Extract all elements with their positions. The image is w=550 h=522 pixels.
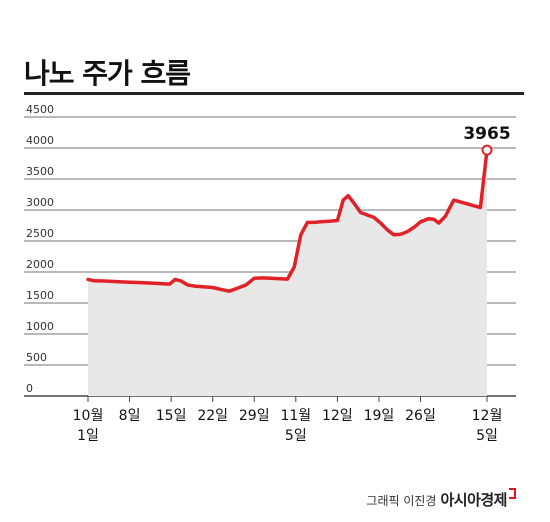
- chart-title: 나노 주가 흐름: [24, 57, 191, 90]
- x-tick-1-0: 8일: [119, 408, 141, 424]
- y-tick-2500: 2500: [26, 227, 54, 240]
- y-tick-3000: 3000: [26, 196, 54, 209]
- x-tick-3-0: 22일: [197, 408, 228, 424]
- y-tick-1500: 1500: [26, 289, 54, 302]
- x-tick-0-0: 10월: [73, 408, 104, 424]
- y-tick-3500: 3500: [26, 165, 54, 178]
- y-tick-500: 500: [26, 351, 47, 364]
- brand-name: 아시아경제: [440, 491, 507, 509]
- y-tick-2000: 2000: [26, 258, 54, 271]
- x-tick-0-1: 1일: [77, 428, 99, 444]
- x-axis-labels: 10월 1일 8일 15일 22일 29일 11월 5일 12일 19일 26일 12월 5일: [73, 396, 503, 444]
- x-tick-5-0: 11월: [280, 408, 311, 424]
- price-line: [86, 148, 489, 293]
- y-tick-1000: 1000: [26, 320, 54, 333]
- price-area: [88, 150, 487, 396]
- x-tick-7-0: 19일: [364, 408, 395, 424]
- x-tick-6-0: 12일: [322, 408, 353, 424]
- title-divider: [24, 92, 524, 95]
- y-tick-4500: 4500: [26, 103, 54, 116]
- y-tick-4000: 4000: [26, 134, 54, 147]
- y-axis-labels: 0 500 1000 1500 2000 2500 3000 3500 4000 4500: [26, 103, 54, 395]
- end-point-marker: [481, 144, 493, 156]
- data-label-0: 3965: [463, 124, 510, 144]
- x-tick-8-0: 26일: [405, 408, 436, 424]
- x-tick-9-1: 5일: [476, 428, 498, 444]
- x-tick-5-1: 5일: [285, 428, 307, 444]
- y-tick-0: 0: [26, 382, 33, 395]
- credit: 그래픽 이진경 아시아경제: [366, 488, 516, 510]
- credit-byline: 그래픽 이진경: [366, 494, 437, 508]
- x-tick-9-0: 12월: [472, 408, 503, 424]
- brand-mark-icon: [509, 488, 516, 499]
- x-tick-4-0: 29일: [239, 408, 270, 424]
- x-tick-2-0: 15일: [156, 408, 187, 424]
- annotations: 3965: [463, 124, 511, 156]
